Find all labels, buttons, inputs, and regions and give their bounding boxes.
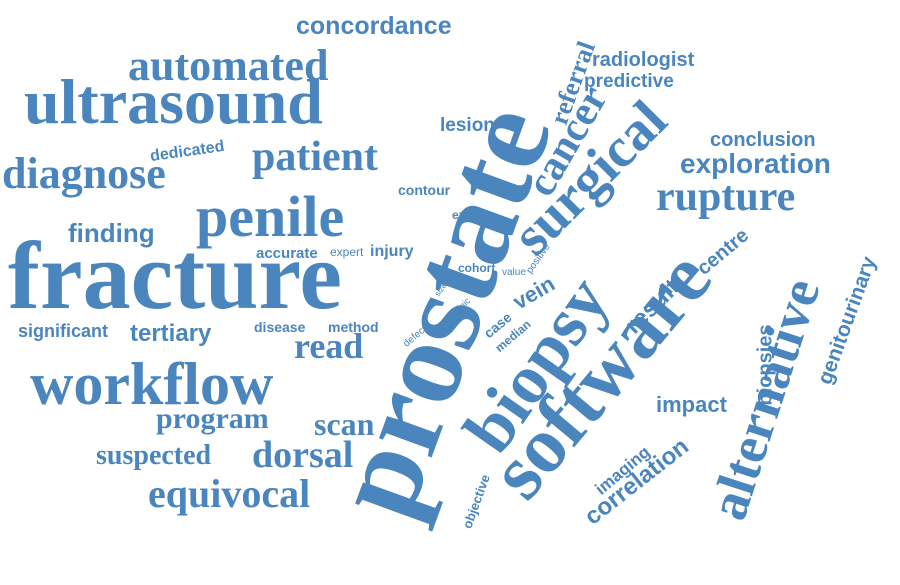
word-genitourinary: genitourinary — [813, 253, 881, 388]
word-method: method — [328, 319, 379, 335]
word-tertiary: tertiary — [130, 320, 212, 347]
word-diagnose: diagnose — [2, 149, 166, 198]
word-concordance: concordance — [296, 12, 452, 40]
word-extent: extent — [452, 208, 488, 222]
word-objective: objective — [459, 472, 493, 531]
word-exploration: exploration — [680, 148, 831, 179]
word-suspected: suspected — [96, 440, 212, 471]
word-dorsal: dorsal — [252, 434, 354, 476]
word-injury: injury — [370, 243, 414, 260]
word-penile: penile — [196, 184, 345, 249]
word-equivocal: equivocal — [148, 471, 311, 516]
word-disease: disease — [254, 319, 306, 335]
word-radiologist: radiologist — [592, 49, 695, 71]
word-workflow: workflow — [30, 351, 274, 417]
word-centre: centre — [692, 224, 754, 280]
word-significant: significant — [18, 321, 109, 341]
word-conclusion: conclusion — [710, 129, 816, 151]
word-finding: finding — [68, 218, 155, 248]
word-read: read — [294, 326, 364, 366]
word-automated: automated — [128, 41, 329, 90]
word-accurate: accurate — [256, 245, 318, 262]
word-biopsies: biopsies — [754, 324, 777, 406]
word-cohort: cohort — [458, 261, 496, 275]
word-predictive: predictive — [584, 71, 674, 92]
word-expert: expert — [330, 245, 364, 259]
word-program: program — [156, 402, 269, 435]
word-patient: patient — [252, 134, 378, 180]
word-contour: contour — [398, 182, 451, 198]
word-scan: scan — [314, 406, 375, 442]
word-impact: impact — [656, 392, 727, 417]
word-rupture: rupture — [656, 174, 796, 220]
word-fracture: fracture — [8, 222, 343, 329]
word-lesion: lesion — [440, 115, 495, 136]
word-value: value — [502, 267, 526, 278]
word-dedicated: dedicated — [149, 137, 226, 166]
word-ass: ass — [442, 278, 458, 289]
word-ultrasound: ultrasound — [24, 66, 323, 137]
